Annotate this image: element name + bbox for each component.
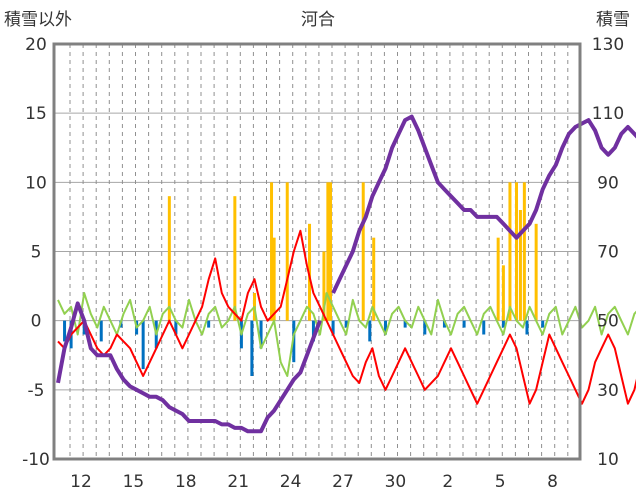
bar-blue [442,320,446,328]
x-tick-label: 21 [227,472,249,492]
bar-yellow [515,182,518,321]
x-tick-label: 12 [70,472,92,492]
bar-yellow [501,265,505,321]
x-tick-label: 5 [495,472,506,492]
bar-blue [250,320,254,376]
right-tick-label: 10 [597,450,619,470]
bar-blue [344,320,348,328]
right-tick-label: 90 [597,173,619,193]
bar-yellow [285,182,289,321]
bar-blue [462,320,466,328]
bar-blue [207,320,211,328]
bar-blue [525,320,529,335]
right-tick-label: 70 [597,243,619,263]
right-tick-label: 130 [592,35,624,55]
bar-blue [331,320,335,335]
bar-blue [384,320,387,335]
x-tick-label: 15 [123,472,145,492]
bar-yellow [496,237,500,321]
bar-blue [501,320,505,328]
bar-blue [311,320,315,342]
bar-yellow [522,182,526,321]
right-axis-title: 積雪 [596,10,630,30]
bar-blue [99,320,103,342]
left-axis-tick-labels: 20 15 10 5 0 -5 -10 [22,35,50,470]
x-axis-tick-labels: 12 15 18 21 24 27 30 2 5 8 [70,472,558,492]
left-tick-label: 20 [25,35,47,55]
bar-yellow [167,196,171,321]
green-line [57,292,636,377]
bar-yellow [233,196,237,321]
x-tick-label: 18 [175,472,197,492]
x-tick-label: 24 [280,472,302,492]
right-tick-label: 30 [597,381,619,401]
right-axis-tick-labels: 130 110 90 70 50 30 10 [592,35,624,470]
bar-blue [541,320,545,328]
right-tick-label: 110 [592,104,624,124]
left-tick-label: 15 [25,104,47,124]
x-tick-label: 2 [442,472,453,492]
x-tick-label: 8 [547,472,558,492]
bar-blue [292,320,296,363]
red-line [57,229,636,405]
bar-blue [174,320,178,335]
bar-yellow [518,210,522,321]
bar-yellow [322,251,326,321]
bar-yellow [372,237,376,321]
left-tick-label: 10 [25,173,47,193]
left-tick-label: -10 [22,450,50,470]
bar-yellow [534,223,538,321]
bar-blue [368,320,372,342]
plot-frame [52,42,582,461]
bar-yellow [508,182,512,321]
left-axis-title: 積雪以外 [4,10,72,30]
bar-blue [141,320,145,370]
bar-yellow [361,182,365,321]
bar-yellow [270,182,274,321]
right-tick-label: 50 [597,312,619,332]
bar-yellow [328,182,332,321]
vertical-gridlines [69,44,569,459]
left-tick-label: 5 [31,243,42,263]
bar-blue [259,320,263,349]
left-tick-label: 0 [31,312,42,332]
left-tick-label: -5 [28,381,45,401]
x-tick-label: 27 [332,472,354,492]
bar-yellow [326,182,330,321]
bar-blue [423,320,427,335]
bar-yellow [272,237,276,321]
x-tick-label: 30 [385,472,407,492]
bar-blue [482,320,486,335]
bar-blue [63,320,67,342]
bar-blue [403,320,407,328]
chart-title: 河合 [301,10,335,30]
